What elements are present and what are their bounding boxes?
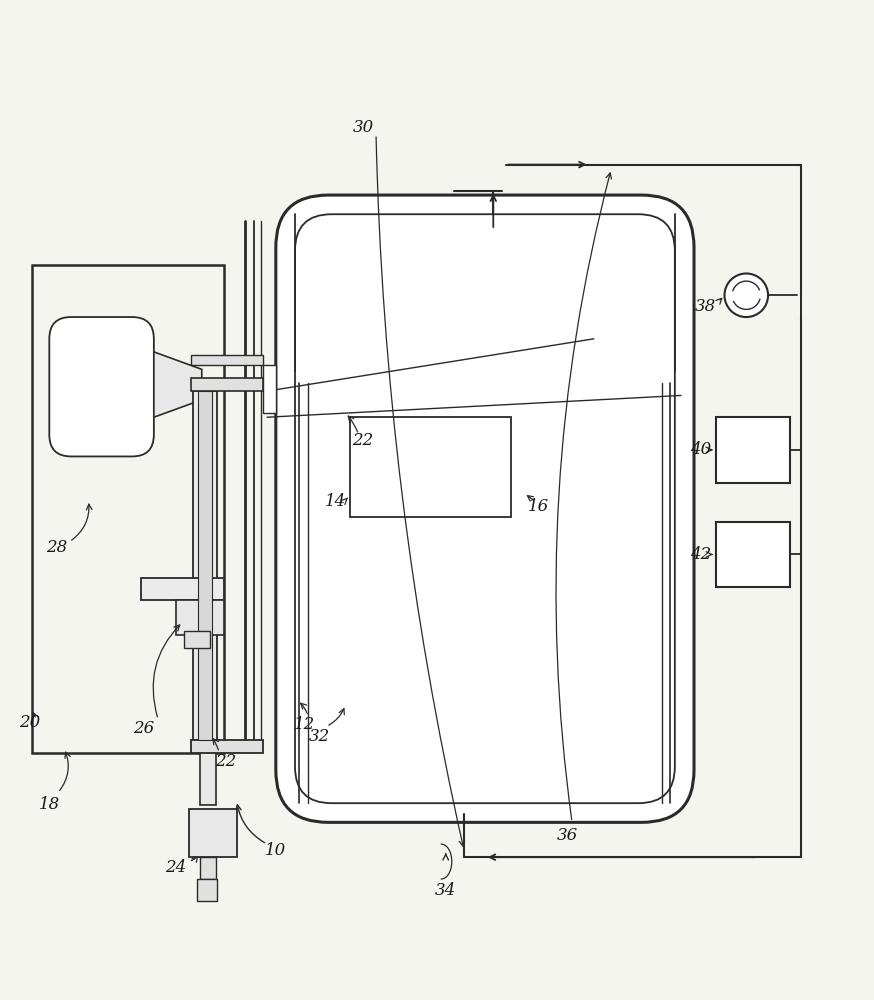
Text: 38: 38	[695, 298, 716, 315]
Bar	[200, 857, 216, 879]
Text: 16: 16	[528, 498, 550, 515]
Text: 28: 28	[45, 539, 67, 556]
Text: 22: 22	[352, 432, 373, 449]
Bar	[31, 265, 224, 753]
Text: 22: 22	[215, 753, 236, 770]
Circle shape	[725, 273, 768, 317]
Bar	[716, 522, 790, 587]
Bar	[184, 631, 211, 648]
Text: 36: 36	[557, 827, 579, 844]
Polygon shape	[154, 352, 202, 417]
Bar	[263, 365, 276, 413]
Bar	[191, 740, 263, 753]
Bar	[350, 417, 511, 517]
Bar	[141, 578, 224, 600]
Text: 12: 12	[294, 716, 316, 733]
Text: 10: 10	[265, 842, 287, 859]
Bar	[198, 391, 212, 740]
Text: 32: 32	[309, 728, 330, 745]
Bar	[191, 378, 263, 391]
Bar	[176, 600, 224, 635]
Text: 30: 30	[352, 119, 373, 136]
Text: 34: 34	[435, 882, 456, 899]
Bar	[200, 740, 216, 805]
Bar	[191, 355, 263, 365]
Bar	[193, 391, 218, 740]
FancyBboxPatch shape	[276, 195, 694, 822]
Text: 18: 18	[38, 796, 60, 813]
Text: 14: 14	[324, 493, 346, 510]
Text: 42: 42	[690, 546, 711, 563]
Text: 40: 40	[690, 441, 711, 458]
Bar	[198, 879, 217, 901]
FancyBboxPatch shape	[49, 317, 154, 456]
Text: 20: 20	[19, 714, 41, 731]
Text: 26: 26	[133, 720, 154, 737]
Bar	[189, 809, 237, 857]
Text: 24: 24	[165, 859, 186, 876]
Bar	[716, 417, 790, 483]
